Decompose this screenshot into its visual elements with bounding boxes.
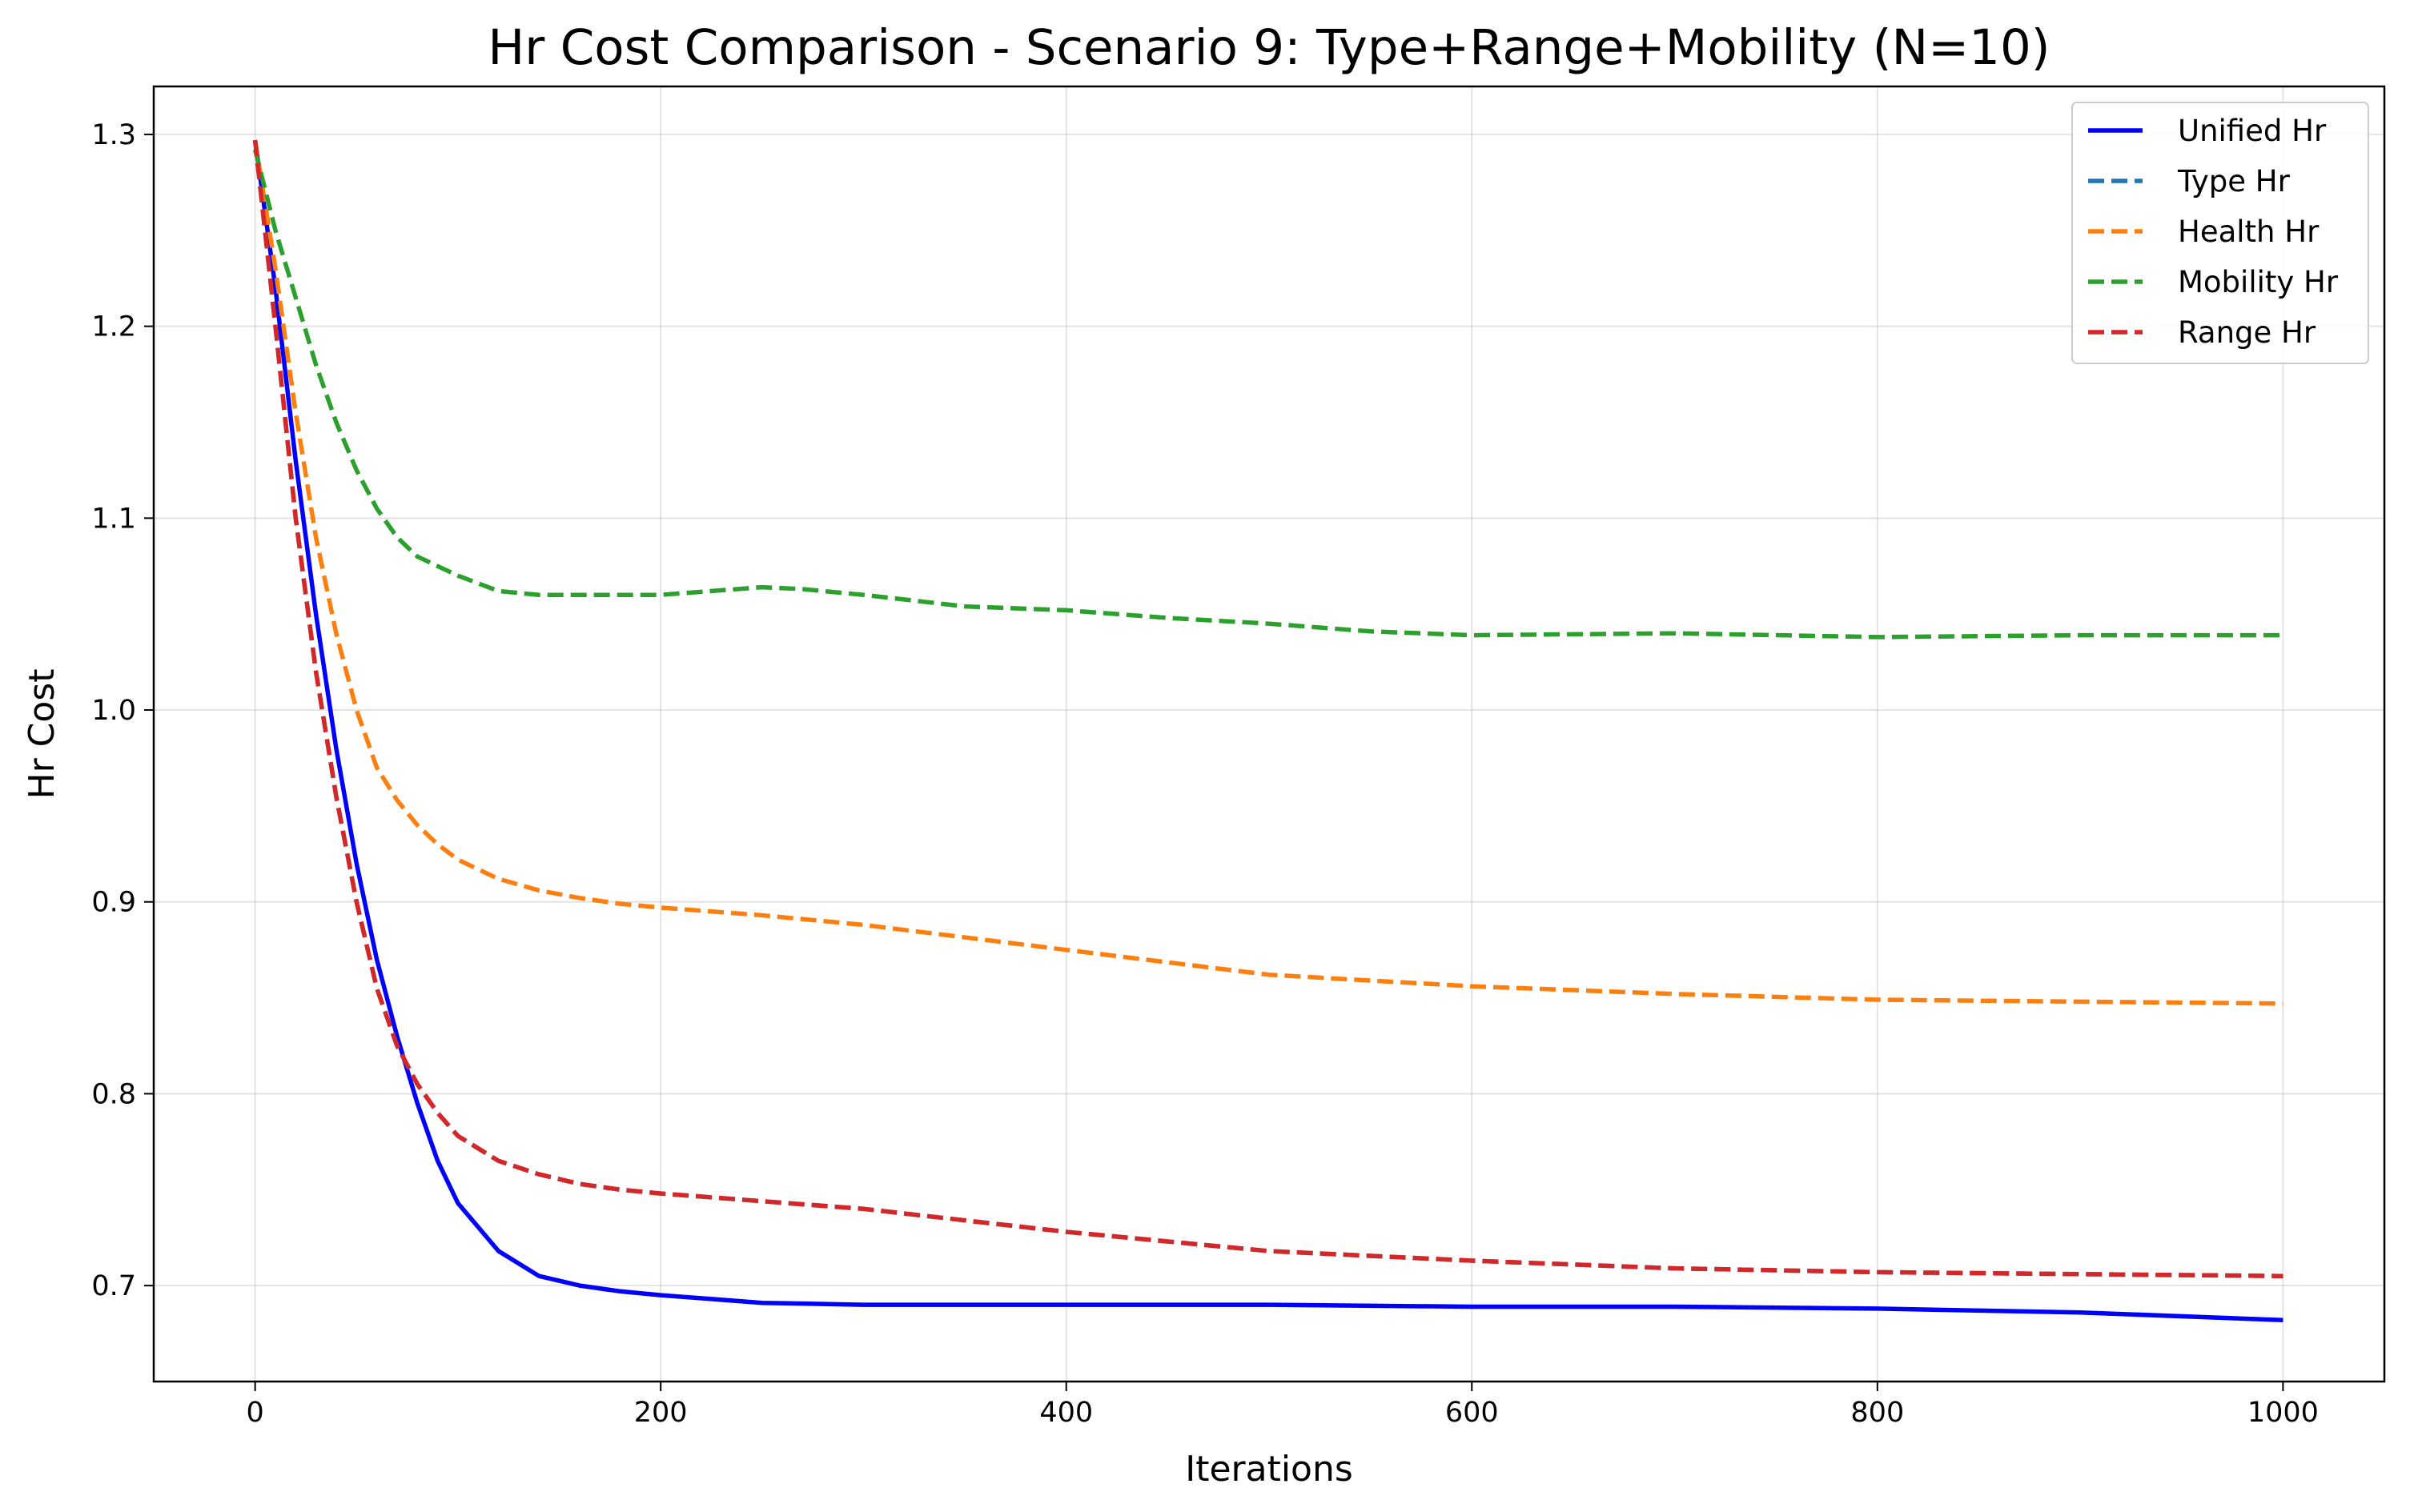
legend-label-range-hr: Range Hr <box>2178 315 2316 350</box>
chart-title: Hr Cost Comparison - Scenario 9: Type+Ra… <box>488 19 2050 76</box>
x-tick-label: 1000 <box>2247 1397 2319 1429</box>
series-line-mobility-hr <box>252 149 2283 640</box>
legend: Unified Hr Type Hr Health Hr Mobility Hr Ran… <box>2071 102 2369 364</box>
y-tick-label: 1.1 <box>91 503 136 535</box>
axis-ticks: 0 200 400 600 800 1000 0.7 0.8 0.9 1.0 1.1 1.2 1.3 <box>91 119 2319 1429</box>
legend-box <box>2071 102 2369 364</box>
grid-lines <box>154 86 2384 1382</box>
y-tick-label: 0.9 <box>91 887 136 919</box>
series-line-unified-hr <box>252 139 2283 1323</box>
x-axis-label: Iterations <box>1185 1449 1353 1490</box>
y-tick-label: 1.2 <box>91 311 136 343</box>
y-axis-label: Hr Cost <box>22 669 62 800</box>
legend-items: Unified Hr Type Hr Health Hr Mobility Hr Ran… <box>2088 114 2339 350</box>
x-tick-label: 0 <box>246 1397 263 1429</box>
legend-label-unified-hr: Unified Hr <box>2178 114 2327 148</box>
x-tick-label: 600 <box>1445 1397 1499 1429</box>
y-tick-label: 1.0 <box>91 695 136 727</box>
series-line-health-hr <box>252 139 2283 1006</box>
series-lines <box>252 139 2283 1323</box>
y-tick-label: 1.3 <box>91 119 136 151</box>
plot-frame <box>152 85 2386 1383</box>
x-tick-label: 400 <box>1039 1397 1093 1429</box>
y-tick-label: 0.8 <box>91 1078 136 1110</box>
series-line-range-hr <box>252 139 2283 1278</box>
y-tick-label: 0.7 <box>91 1270 136 1302</box>
x-tick-label: 200 <box>634 1397 688 1429</box>
legend-label-health-hr: Health Hr <box>2178 215 2320 249</box>
x-tick-label: 800 <box>1850 1397 1904 1429</box>
legend-label-mobility-hr: Mobility Hr <box>2178 265 2339 299</box>
legend-label-type-hr: Type Hr <box>2177 164 2291 199</box>
